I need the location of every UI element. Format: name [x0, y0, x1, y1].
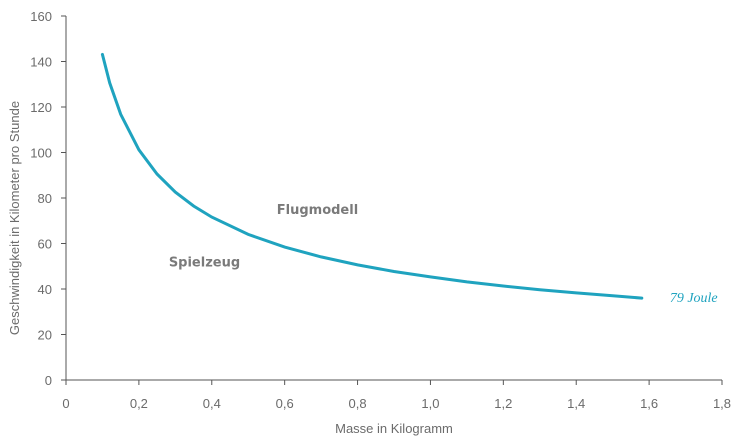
- y-tick-label: 140: [30, 55, 52, 70]
- series-line: [100, 52, 644, 300]
- x-tick-label: 1,0: [421, 396, 439, 411]
- y-tick-label: 0: [45, 373, 52, 388]
- x-tick-label: 1,6: [640, 396, 658, 411]
- x-tick-label: 0: [62, 396, 69, 411]
- series-layer: 79 Joule: [100, 52, 718, 306]
- axes: [65, 16, 722, 381]
- x-tick-label: 1,2: [494, 396, 512, 411]
- x-tick-label: 0,8: [349, 396, 367, 411]
- y-tick-label: 120: [30, 100, 52, 115]
- y-tick-label: 80: [38, 191, 52, 206]
- ticks: 0 0,2 0,4 0,6 0,8 1,0 1,2 1,4 1,6 1,8 0 20 40 60 80 100…: [30, 9, 731, 411]
- x-tick-label: 0,2: [130, 396, 148, 411]
- y-axis-title: Geschwindigkeit in Kilometer pro Stunde: [7, 101, 22, 335]
- x-tick-label: 0,4: [203, 396, 221, 411]
- y-tick-label: 40: [38, 282, 52, 297]
- region-label: Spielzeug: [169, 255, 240, 270]
- region-label: Flugmodell: [277, 203, 358, 218]
- x-tick-label: 0,6: [276, 396, 294, 411]
- y-tick-label: 100: [30, 146, 52, 161]
- y-tick-label: 20: [38, 328, 52, 343]
- x-tick-label: 1,8: [713, 396, 731, 411]
- series-label: 79 Joule: [670, 291, 718, 306]
- y-tick-label: 160: [30, 9, 52, 24]
- annotation-layer: Flugmodell Spielzeug: [169, 203, 358, 270]
- y-tick-label: 60: [38, 237, 52, 252]
- x-tick-label: 1,4: [567, 396, 585, 411]
- x-axis-title: Masse in Kilogramm: [335, 421, 453, 436]
